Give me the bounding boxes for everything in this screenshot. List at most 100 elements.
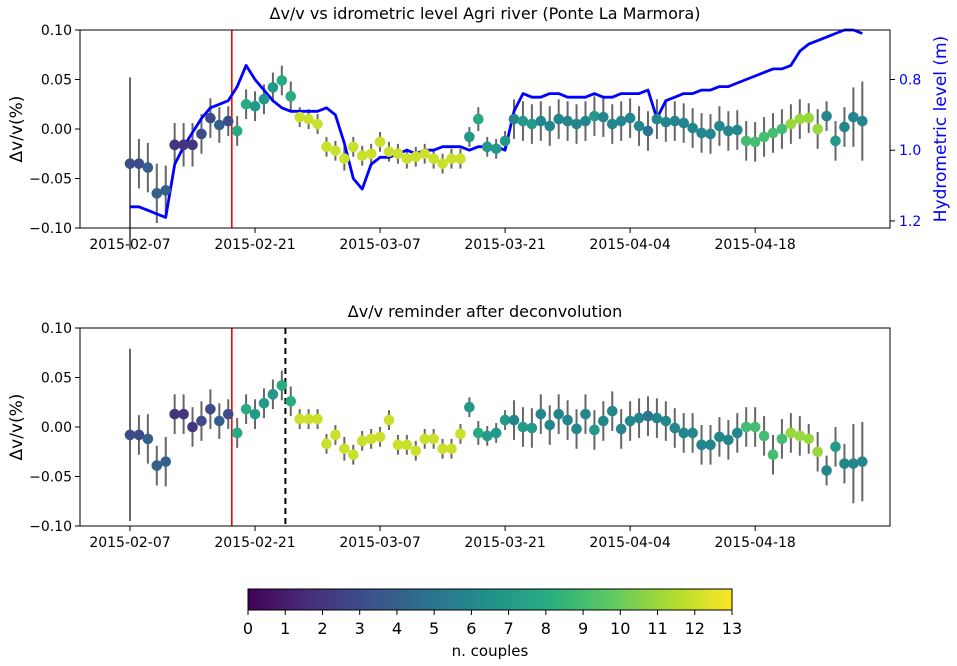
top-xtick-label: 2015-02-21 [214, 237, 295, 253]
top-data-point [821, 110, 832, 122]
top-data-point [776, 123, 788, 135]
top-data-point [401, 153, 413, 164]
bottom-data-point [169, 408, 180, 420]
top-data-point [678, 117, 690, 129]
top-data-point [249, 100, 261, 112]
top-data-point [151, 188, 163, 199]
top-data-point [767, 127, 779, 139]
bottom-data-point [321, 438, 332, 450]
top-data-point [142, 162, 154, 173]
top-data-point [633, 120, 645, 132]
bottom-data-point [598, 415, 609, 427]
bottom-data-point [214, 415, 225, 427]
top-data-point [794, 113, 806, 125]
bottom-data-point [151, 460, 163, 471]
bottom-ytick-label: 0.00 [41, 420, 72, 436]
bottom-errorbars [129, 348, 864, 522]
bottom-data-point [723, 434, 734, 446]
bottom-data-point [249, 408, 261, 420]
bottom-ytick-label: 0.05 [41, 371, 72, 387]
top-data-point [196, 128, 207, 140]
bottom-data-point [830, 441, 841, 453]
top-data-point [499, 135, 511, 147]
bottom-data-point [124, 429, 136, 441]
top-data-point [803, 112, 815, 124]
colorbar-tick-label: 8 [541, 619, 551, 638]
bottom-data-point [410, 445, 422, 457]
bottom-chart-title: Δv/v reminder after deconvolution [348, 302, 622, 321]
bottom-data-point [160, 456, 172, 467]
bottom-data-point [848, 458, 859, 469]
top-data-point [839, 121, 850, 133]
bottom-data-point [490, 427, 502, 439]
top-data-point [705, 128, 716, 140]
bottom-data-point [803, 433, 815, 445]
bottom-panel: Δv/v reminder after deconvolution 0.100.… [7, 302, 891, 551]
top-data-point [231, 125, 243, 137]
top-data-point [285, 91, 297, 102]
top-data-point [830, 135, 841, 147]
top-chart-title: Δv/v vs idrometric level Agri river (Pon… [270, 4, 701, 23]
bottom-data-point [294, 413, 305, 425]
colorbar-tick-label: 4 [392, 619, 402, 638]
top-data-point [624, 112, 636, 124]
top-data-point [455, 153, 466, 164]
bottom-data-point [437, 443, 448, 455]
bottom-data-point [517, 421, 529, 433]
bottom-data-point [142, 433, 154, 445]
bottom-data-point [267, 389, 279, 400]
top-data-point [687, 122, 698, 134]
top-y2tick-label: 1.2 [899, 214, 921, 230]
top-data-point [473, 113, 484, 125]
bottom-data-point [133, 429, 145, 441]
top-data-point [731, 124, 743, 136]
top-data-point [848, 111, 859, 123]
top-ytick-label: 0.10 [41, 23, 72, 39]
top-data-point [321, 141, 332, 153]
top-data-point [723, 125, 734, 137]
bottom-data-point [821, 465, 832, 476]
bottom-data-point [392, 439, 404, 451]
top-data-point [169, 139, 180, 151]
top-data-point [544, 120, 556, 132]
top-data-point [187, 139, 198, 151]
top-data-point [419, 148, 431, 160]
top-ytick-label: −0.05 [29, 172, 72, 188]
bottom-data-point [276, 380, 288, 391]
top-data-point [696, 127, 707, 139]
top-data-point [660, 116, 672, 128]
colorbar-ticks: 0 1 2 3 4 5 6 7 8 9 10 11 12 13 [243, 610, 742, 638]
colorbar-tick-label: 9 [578, 619, 588, 638]
bottom-data-point [705, 439, 716, 451]
bottom-xtick-label: 2015-04-04 [589, 535, 670, 551]
top-data-point [749, 136, 761, 148]
top-data-point [517, 115, 529, 127]
colorbar-tick-label: 13 [722, 619, 742, 638]
colorbar-tick-label: 12 [685, 619, 705, 638]
colorbar-tick-label: 3 [355, 619, 365, 638]
top-data-point [553, 113, 564, 125]
bottom-data-point [455, 428, 466, 440]
top-y2tick-label: 0.8 [899, 73, 921, 89]
bottom-data-point [312, 413, 323, 425]
bottom-data-point [857, 456, 868, 467]
bottom-data-point [231, 427, 243, 439]
top-data-point [294, 111, 305, 123]
hydrometric-level-line [130, 28, 863, 219]
bottom-data-point [776, 433, 788, 445]
bottom-data-point [383, 414, 395, 426]
bottom-data-point [633, 412, 645, 424]
bottom-data-point [544, 419, 556, 431]
top-data-point [339, 153, 350, 164]
bottom-data-point [660, 415, 672, 427]
bottom-data-point [839, 458, 850, 469]
top-data-point [598, 111, 609, 123]
bottom-data-point [285, 395, 297, 407]
top-data-point [464, 131, 475, 143]
bottom-data-point [481, 430, 493, 442]
top-axes-frame [79, 29, 891, 229]
top-xtick-label: 2015-03-21 [464, 237, 545, 253]
colorbar-gradient [247, 588, 733, 611]
bottom-data-point [749, 421, 761, 433]
top-data-point [740, 135, 752, 147]
